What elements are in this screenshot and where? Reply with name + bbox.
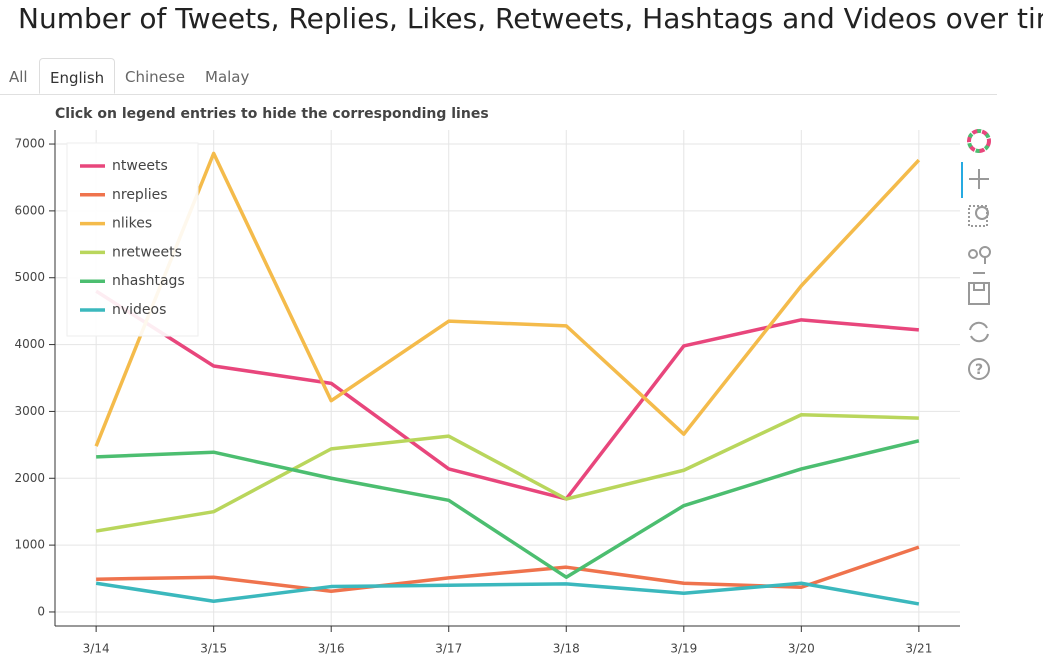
- legend-entry[interactable]: nlikes: [80, 216, 152, 232]
- series-line: [95, 289, 920, 501]
- pan-tool[interactable]: [969, 169, 989, 189]
- y-tick-label: 5000: [14, 270, 45, 284]
- legend-label: nretweets: [112, 244, 182, 260]
- svg-text:?: ?: [975, 362, 983, 378]
- save-tool[interactable]: [968, 282, 990, 305]
- y-tick-label: 4000: [14, 337, 45, 351]
- y-tick-label: 1000: [14, 538, 45, 552]
- y-tick-label: 2000: [14, 471, 45, 485]
- toolbar: ?: [961, 129, 991, 380]
- legend-entry[interactable]: nhashtags: [80, 273, 185, 289]
- legend-box: [66, 142, 199, 337]
- tab[interactable]: English: [39, 58, 116, 94]
- series-line: [96, 439, 920, 579]
- x-tick-label: 3/17: [435, 642, 462, 656]
- tab-bar: All English Chinese Malay: [0, 58, 997, 95]
- help-tool[interactable]: ?: [968, 358, 990, 380]
- x-tick-label: 3/15: [200, 642, 227, 656]
- series-line: [95, 413, 919, 533]
- legend-entry[interactable]: nvideos: [80, 302, 166, 318]
- chart-subtitle: Click on legend entries to hide the corr…: [55, 106, 489, 122]
- tab[interactable]: All: [9, 68, 28, 86]
- legend-label: nvideos: [112, 302, 166, 318]
- x-tick-label: 3/18: [553, 642, 580, 656]
- y-tick-label: 0: [37, 604, 45, 618]
- legend-label: nreplies: [112, 187, 168, 203]
- page-title: Number of Tweets, Replies, Likes, Retwee…: [18, 2, 1043, 35]
- y-tick-label: 3000: [14, 404, 45, 418]
- legend: ntweets nreplies nlikes nretweets nhashtags n…: [66, 142, 199, 337]
- legend-entry[interactable]: nreplies: [80, 187, 168, 203]
- legend-label: nlikes: [112, 216, 152, 232]
- tab[interactable]: Chinese: [125, 68, 185, 86]
- series-line: [94, 151, 921, 447]
- series-line: [95, 581, 920, 606]
- legend-entry[interactable]: ntweets: [80, 158, 168, 174]
- bokeh-logo[interactable]: [967, 129, 991, 153]
- legend-label: ntweets: [112, 158, 168, 174]
- y-tick-label: 7000: [14, 137, 45, 151]
- x-tick-label: 3/19: [670, 642, 697, 656]
- x-tick-label: 3/21: [905, 642, 932, 656]
- x-tick-label: 3/14: [83, 642, 110, 656]
- legend-label: nhashtags: [112, 273, 185, 289]
- x-tick-label: 3/20: [788, 642, 815, 656]
- reset-tool[interactable]: [969, 321, 989, 343]
- x-tick-label: 3/16: [318, 642, 345, 656]
- box-zoom-tool[interactable]: [968, 205, 989, 227]
- legend-entry[interactable]: nretweets: [80, 244, 182, 260]
- wheel-zoom-tool[interactable]: [968, 246, 991, 274]
- y-tick-label: 6000: [14, 203, 45, 217]
- tab[interactable]: Malay: [205, 68, 250, 86]
